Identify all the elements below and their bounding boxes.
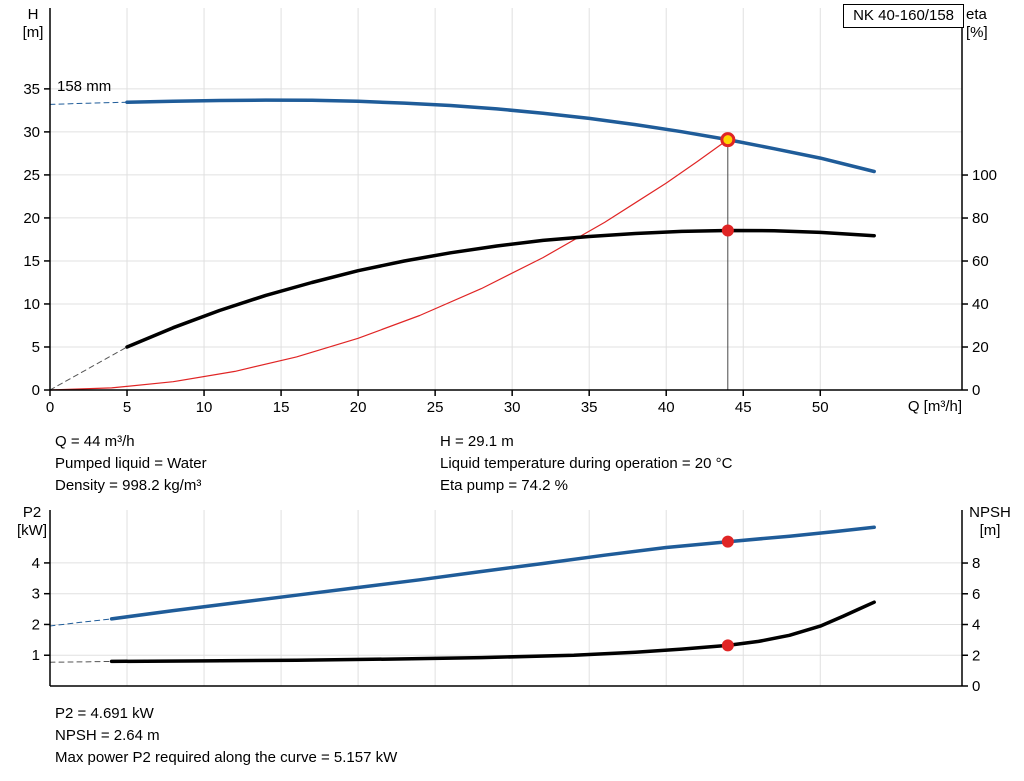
npsh-axis-unit: [m] <box>979 522 1001 539</box>
svg-text:2: 2 <box>972 647 980 664</box>
svg-text:6: 6 <box>972 586 980 603</box>
p2-curve <box>109 525 876 621</box>
svg-text:2: 2 <box>32 616 40 633</box>
svg-text:3: 3 <box>32 586 40 603</box>
eta-curve-lead-dashed <box>49 346 128 391</box>
p2-axis-label: P2 [kW] <box>8 504 56 540</box>
power-info-block: P2 = 4.691 kW NPSH = 2.64 m Max power P2… <box>55 703 397 769</box>
p2-axis-unit: [kW] <box>17 522 47 539</box>
info-liquid-temperature: Liquid temperature during operation = 20… <box>440 455 733 472</box>
svg-text:4: 4 <box>972 617 980 634</box>
svg-text:100: 100 <box>972 167 997 184</box>
svg-text:5: 5 <box>123 399 131 416</box>
eta-curve <box>125 228 876 349</box>
eta-axis-unit: [%] <box>966 24 988 41</box>
info-head: H = 29.1 m <box>440 433 514 450</box>
info-density: Density = 998.2 kg/m³ <box>55 477 202 494</box>
duty-point-npsh <box>721 639 734 652</box>
svg-text:20: 20 <box>972 339 989 356</box>
info-npsh: NPSH = 2.64 m <box>55 727 160 744</box>
npsh-axis-label: NPSH [m] <box>960 504 1020 540</box>
head-axis-label: H [m] <box>10 6 56 42</box>
duty-point-h <box>720 132 736 148</box>
svg-text:20: 20 <box>350 399 367 416</box>
h-curve-lead-dashed <box>49 101 128 105</box>
svg-text:50: 50 <box>812 399 829 416</box>
svg-text:20: 20 <box>23 210 40 227</box>
info-p2: P2 = 4.691 kW <box>55 705 154 722</box>
svg-text:0: 0 <box>972 382 980 399</box>
info-eta-pump: Eta pump = 74.2 % <box>440 477 568 494</box>
p2-npsh-chart: 1 2 3 4 0 2 4 6 8 <box>32 510 980 695</box>
qh-eta-chart: 0 5 10 15 20 25 30 35 0 20 40 60 80 100 0 5 10 15 20 25 30 35… <box>23 8 997 416</box>
svg-text:35: 35 <box>23 81 40 98</box>
svg-text:40: 40 <box>972 296 989 313</box>
info-max-power: Max power P2 required along the curve = … <box>55 749 398 766</box>
eta-axis-symbol: eta <box>966 6 987 23</box>
head-axis-symbol: H <box>27 6 39 23</box>
svg-text:35: 35 <box>581 399 598 416</box>
svg-text:80: 80 <box>972 210 989 227</box>
svg-text:0: 0 <box>972 678 980 695</box>
flow-axis-unit-label: Q [m³/h] <box>907 398 962 415</box>
svg-text:0: 0 <box>32 382 40 399</box>
svg-text:25: 25 <box>427 399 444 416</box>
svg-text:1: 1 <box>32 647 40 664</box>
svg-text:0: 0 <box>46 399 54 416</box>
duty-point-eta <box>721 224 734 237</box>
npsh-curve <box>109 600 876 664</box>
h-curve <box>125 98 876 174</box>
p2-curve-lead-dashed <box>49 618 113 627</box>
svg-text:4: 4 <box>32 555 40 572</box>
info-pumped-liquid: Pumped liquid = Water <box>55 455 207 472</box>
svg-text:60: 60 <box>972 253 989 270</box>
svg-text:5: 5 <box>32 339 40 356</box>
svg-text:40: 40 <box>658 399 675 416</box>
svg-text:8: 8 <box>972 555 980 572</box>
duty-info-right-column: H = 29.1 m Liquid temperature during ope… <box>440 431 732 497</box>
svg-text:45: 45 <box>735 399 752 416</box>
npsh-axis-symbol: NPSH <box>969 504 1011 521</box>
svg-text:15: 15 <box>23 253 40 270</box>
system-curve <box>49 139 729 391</box>
head-axis-unit: [m] <box>22 24 44 41</box>
svg-text:30: 30 <box>23 124 40 141</box>
svg-text:30: 30 <box>504 399 521 416</box>
pump-model-badge: NK 40-160/158 <box>843 4 964 28</box>
duty-point-p2 <box>721 535 734 548</box>
info-flow: Q = 44 m³/h <box>55 433 135 450</box>
p2-axis-symbol: P2 <box>22 504 42 521</box>
eta-axis-label: eta [%] <box>966 6 1012 42</box>
duty-info-left-column: Q = 44 m³/h Pumped liquid = Water Densit… <box>55 431 207 497</box>
svg-text:10: 10 <box>196 399 213 416</box>
svg-text:15: 15 <box>273 399 290 416</box>
svg-text:10: 10 <box>23 296 40 313</box>
impeller-diameter-label: 158 mm <box>57 78 112 95</box>
npsh-curve-lead-dashed <box>49 660 113 663</box>
svg-text:25: 25 <box>23 167 40 184</box>
